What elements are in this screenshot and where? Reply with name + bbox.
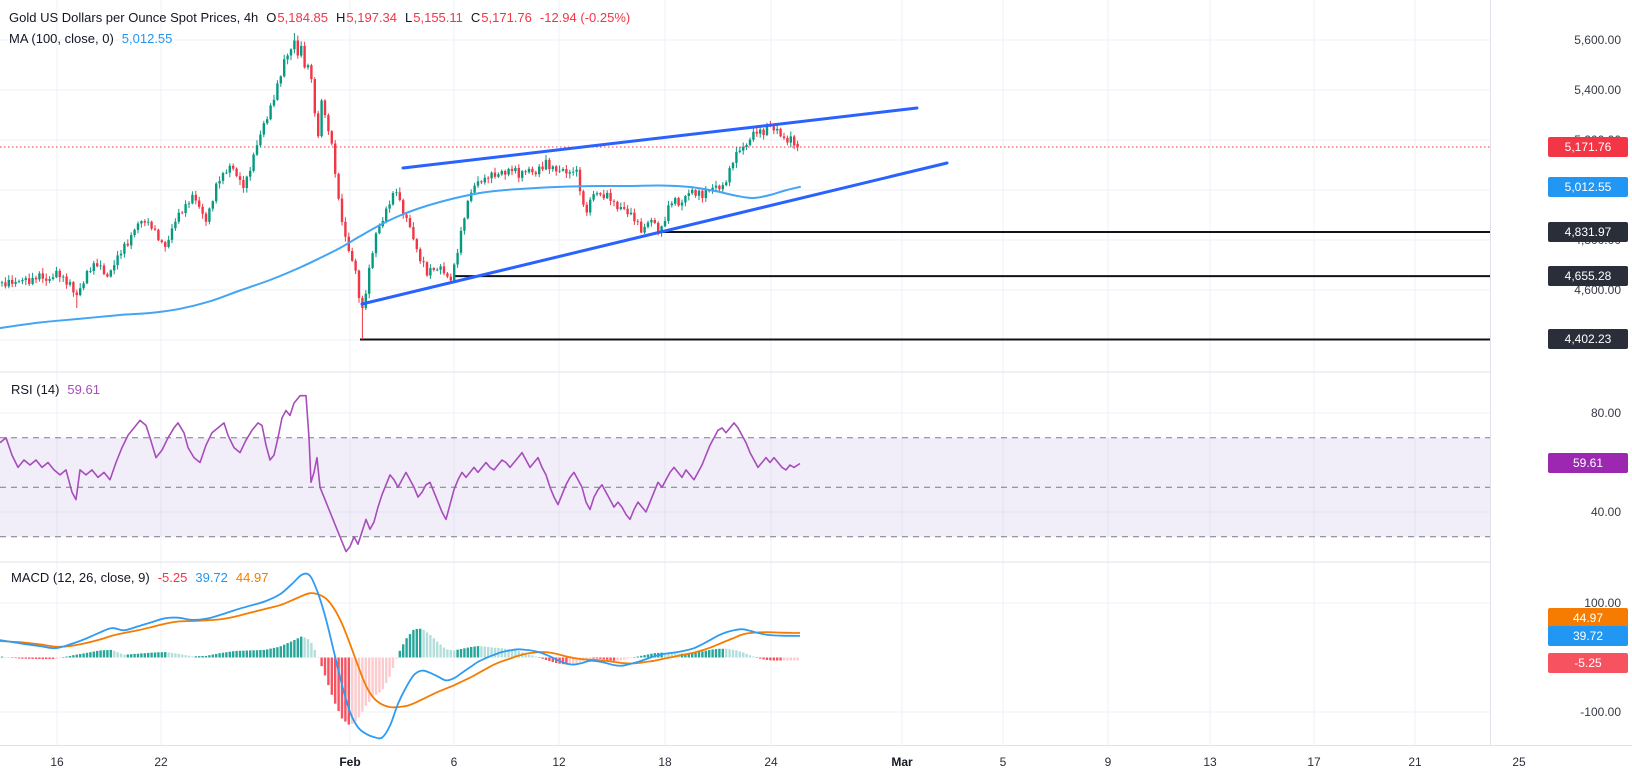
rsi-value-badge: 59.61 <box>1548 453 1628 474</box>
macd-legend[interactable]: MACD (12, 26, close, 9) -5.25 39.72 44.97 <box>11 570 268 585</box>
candlestick-series <box>0 33 799 340</box>
open-value: 5,184.85 <box>277 10 329 25</box>
ma-value: 5,012.55 <box>121 31 173 46</box>
time-tick-label: 25 <box>1512 755 1526 769</box>
macd-signal-badge: 44.97 <box>1548 607 1628 628</box>
price-tick-label: 4,600.00 <box>1574 283 1621 297</box>
time-axis[interactable]: 16 22 Feb 6 12 18 24 Mar 5 9 13 17 21 25 <box>0 745 1632 783</box>
change-value: -12.94 (-0.25%) <box>539 10 631 25</box>
macd-line-value: 39.72 <box>195 570 228 585</box>
macd-hist-badge: -5.25 <box>1548 653 1628 674</box>
symbol-title[interactable]: Gold US Dollars per Ounce Spot Prices, 4… <box>9 10 259 25</box>
rsi-label: RSI (14) <box>11 382 60 397</box>
trendline <box>401 106 919 170</box>
time-tick-label: 5 <box>999 755 1007 769</box>
macd-line-badge: 39.72 <box>1548 625 1628 646</box>
rsi-tick-label: 40.00 <box>1590 505 1621 519</box>
time-tick-label: 12 <box>552 755 566 769</box>
macd-label: MACD (12, 26, close, 9) <box>11 570 150 585</box>
macd-histogram <box>0 628 799 725</box>
trendline <box>360 161 949 306</box>
support-level-badge: 4,655.28 <box>1548 266 1628 287</box>
ma-legend[interactable]: MA (100, close, 0) 5,012.55 <box>9 31 172 46</box>
rsi-line <box>0 394 801 553</box>
low-label: L <box>405 10 413 25</box>
rsi-value: 59.61 <box>67 382 100 397</box>
macd-tick-label: -100.00 <box>1580 705 1621 719</box>
low-value: 5,155.11 <box>413 10 463 25</box>
time-tick-label: 18 <box>658 755 672 769</box>
main-legend[interactable]: Gold US Dollars per Ounce Spot Prices, 4… <box>9 10 630 25</box>
time-tick-label: 24 <box>764 755 778 769</box>
high-value: 5,197.34 <box>346 10 398 25</box>
macd-signal-value: 44.97 <box>235 570 269 585</box>
support-level-badge: 4,402.23 <box>1548 329 1628 350</box>
macd-tick-label: 100.00 <box>1584 596 1621 610</box>
support-level-badge: 4,831.97 <box>1548 222 1628 242</box>
time-tick-label: 9 <box>1104 755 1112 769</box>
price-tick-label: 5,600.00 <box>1574 33 1621 47</box>
close-value: 5,171.76 <box>481 10 532 25</box>
high-label: H <box>336 10 346 25</box>
time-tick-label: Mar <box>891 755 913 769</box>
time-tick-label: 21 <box>1408 755 1422 769</box>
macd-hist-value: -5.25 <box>157 570 188 585</box>
close-label: C <box>470 10 481 25</box>
ma-100-line <box>0 184 801 329</box>
price-axis[interactable]: 5,600.005,400.005,200.005,000.004,800.00… <box>1490 0 1632 745</box>
time-tick-label: Feb <box>339 755 361 769</box>
time-tick-label: 16 <box>50 755 64 769</box>
time-tick-label: 13 <box>1203 755 1217 769</box>
price-tick-label: 5,400.00 <box>1574 83 1621 97</box>
time-tick-label: 6 <box>450 755 458 769</box>
current-price-badge: 5,171.76 <box>1548 137 1628 158</box>
ma-label: MA (100, close, 0) <box>9 31 114 46</box>
macd-signal-line <box>0 592 801 709</box>
open-label: O <box>266 10 277 25</box>
time-tick-label: 17 <box>1307 755 1321 769</box>
time-tick-label: 22 <box>154 755 168 769</box>
ma-value-badge: 5,012.55 <box>1548 176 1628 197</box>
macd-main-line <box>0 572 801 740</box>
rsi-tick-label: 80.00 <box>1590 406 1621 420</box>
rsi-legend[interactable]: RSI (14) 59.61 <box>11 382 100 397</box>
